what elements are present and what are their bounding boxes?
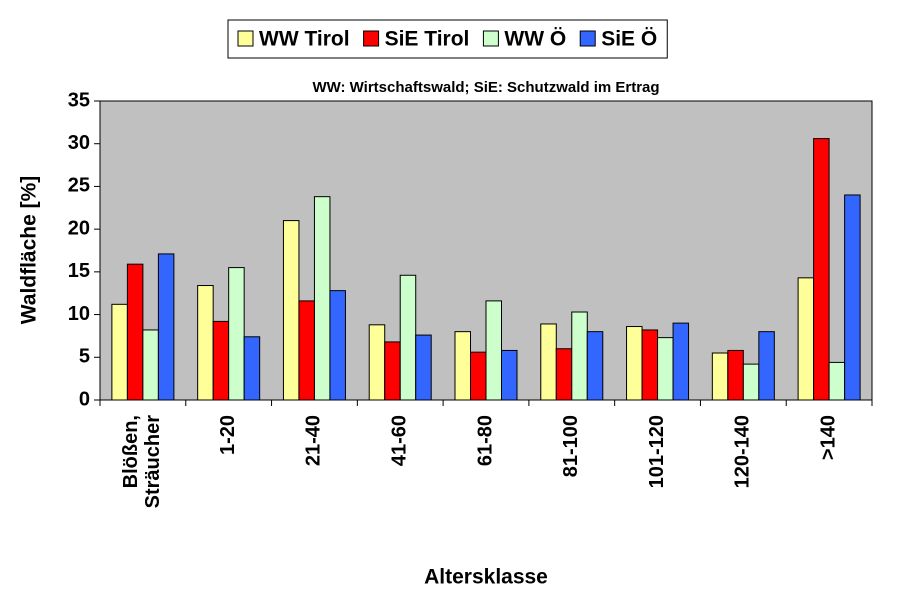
x-tick-label: 120-140 bbox=[732, 415, 754, 488]
legend-swatch bbox=[482, 30, 499, 47]
bar bbox=[501, 349, 518, 401]
bar bbox=[384, 341, 401, 401]
bar bbox=[212, 320, 230, 401]
bar bbox=[758, 331, 775, 401]
y-tick-label: 0 bbox=[79, 388, 90, 410]
bar bbox=[641, 329, 659, 401]
bar bbox=[111, 303, 128, 401]
legend-label: SiE Ö bbox=[601, 28, 657, 51]
bar bbox=[470, 351, 487, 401]
y-tick-label: 30 bbox=[68, 132, 90, 154]
chart-subtitle: WW: Wirtschaftswald; SiE: Schutzwald im … bbox=[312, 79, 659, 96]
bar bbox=[540, 323, 557, 401]
x-tick-label: Blößen,Sträucher bbox=[120, 415, 164, 509]
legend-swatch bbox=[579, 30, 596, 47]
x-tick-label: >140 bbox=[817, 415, 839, 460]
y-tick-label: 15 bbox=[68, 260, 90, 282]
bar bbox=[555, 348, 573, 401]
bar bbox=[197, 285, 214, 401]
bar bbox=[844, 194, 861, 401]
legend-swatch bbox=[363, 30, 380, 47]
x-tick-label: 101-120 bbox=[646, 415, 668, 488]
x-axis-title: Altersklasse bbox=[424, 566, 548, 589]
x-tick-label: 21-40 bbox=[303, 415, 325, 466]
bar bbox=[797, 277, 815, 401]
bar bbox=[454, 331, 471, 401]
bar bbox=[243, 336, 261, 401]
bar bbox=[727, 349, 744, 401]
y-tick-label: 20 bbox=[68, 217, 90, 239]
bar bbox=[742, 363, 760, 401]
y-axis-title: Waldfläche [%] bbox=[18, 176, 41, 325]
y-tick-label: 5 bbox=[79, 346, 90, 368]
x-tick-label: 61-80 bbox=[474, 415, 496, 466]
bar bbox=[485, 300, 502, 401]
bar bbox=[586, 331, 604, 401]
bar bbox=[828, 361, 846, 401]
bar bbox=[368, 324, 386, 401]
bar bbox=[657, 337, 674, 401]
x-tick-label: 41-60 bbox=[389, 415, 411, 466]
bar bbox=[672, 322, 690, 401]
bar bbox=[399, 274, 417, 401]
x-tick-label: 1-20 bbox=[217, 415, 239, 455]
bar bbox=[282, 220, 300, 401]
bar bbox=[711, 352, 729, 401]
x-tick-label-line: Blößen, bbox=[120, 415, 142, 488]
legend-label: WW Tirol bbox=[259, 28, 350, 51]
legend-label: WW Ö bbox=[504, 28, 566, 51]
bar bbox=[626, 326, 643, 401]
bar bbox=[142, 329, 159, 401]
bar bbox=[298, 300, 315, 401]
x-tick-label-line: Sträucher bbox=[142, 415, 164, 509]
x-tick-label: 81-100 bbox=[560, 415, 582, 477]
bar bbox=[329, 290, 346, 401]
bar bbox=[571, 311, 588, 401]
bar bbox=[228, 267, 245, 401]
y-tick-label: 10 bbox=[68, 303, 90, 325]
y-tick-label: 25 bbox=[68, 175, 90, 197]
y-tick-label: 35 bbox=[68, 89, 90, 111]
bar bbox=[813, 138, 830, 401]
legend-swatch bbox=[237, 30, 254, 47]
legend-label: SiE Tirol bbox=[385, 28, 470, 51]
bar bbox=[415, 334, 432, 401]
bar bbox=[313, 196, 331, 401]
bar bbox=[126, 263, 144, 401]
bar bbox=[157, 253, 175, 401]
